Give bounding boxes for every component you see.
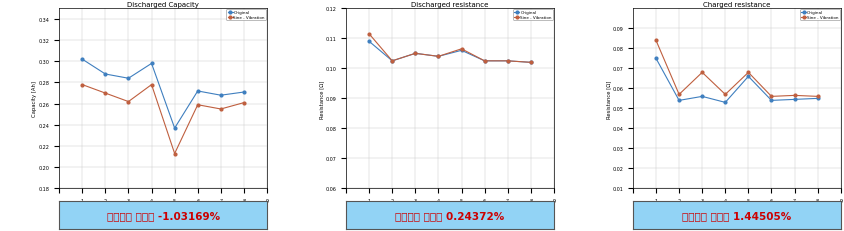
- Line: Sine - Vibration: Sine - Vibration: [367, 33, 532, 64]
- Sine - Vibration: [100, 92, 111, 95]
- Original: [502, 60, 512, 63]
- Line: Original: Original: [654, 58, 818, 104]
- Line: Original: Original: [367, 41, 532, 64]
- Original: [788, 99, 798, 101]
- Sine - Vibration: [812, 96, 822, 98]
- X-axis label: Cell Number [1-8]: Cell Number [1-8]: [712, 205, 760, 210]
- X-axis label: Cell Number [1-8]: Cell Number [1-8]: [425, 205, 473, 210]
- Sine - Vibration: [123, 101, 133, 103]
- Original: [170, 127, 180, 130]
- Original: [364, 41, 374, 43]
- Original: [766, 100, 776, 102]
- Sine - Vibration: [433, 56, 443, 58]
- Line: Sine - Vibration: Sine - Vibration: [81, 84, 245, 155]
- Sine - Vibration: [364, 33, 374, 36]
- Text: 방전저항 변화율 0.24372%: 방전저항 변화율 0.24372%: [395, 210, 504, 220]
- Text: 완전저항 변화율 1.44505%: 완전저항 변화율 1.44505%: [681, 210, 791, 220]
- Sine - Vibration: [387, 60, 397, 63]
- Sine - Vibration: [743, 72, 753, 74]
- Y-axis label: Resistance [Ω]: Resistance [Ω]: [319, 80, 323, 118]
- Original: [123, 78, 133, 80]
- Title: Discharged Capacity: Discharged Capacity: [127, 2, 199, 8]
- Original: [456, 50, 466, 52]
- Original: [100, 73, 111, 76]
- Original: [146, 63, 156, 66]
- Y-axis label: Resistance [Ω]: Resistance [Ω]: [605, 80, 610, 118]
- Sine - Vibration: [146, 84, 156, 87]
- Original: [387, 60, 397, 63]
- Original: [479, 60, 490, 63]
- Sine - Vibration: [479, 60, 490, 63]
- X-axis label: Cell Number [1-8]: Cell Number [1-8]: [139, 205, 187, 210]
- Sine - Vibration: [696, 72, 706, 74]
- Original: [409, 53, 419, 55]
- Original: [650, 58, 660, 61]
- Original: [433, 56, 443, 58]
- Legend: Original, Sine - Vibration: Original, Sine - Vibration: [512, 10, 553, 21]
- Sine - Vibration: [456, 48, 466, 51]
- Sine - Vibration: [502, 60, 512, 63]
- Sine - Vibration: [215, 108, 225, 111]
- Original: [812, 97, 822, 100]
- Original: [239, 91, 249, 94]
- Sine - Vibration: [788, 94, 798, 97]
- Original: [743, 76, 753, 78]
- Sine - Vibration: [766, 96, 776, 98]
- Sine - Vibration: [239, 102, 249, 105]
- Sine - Vibration: [650, 40, 660, 43]
- Line: Original: Original: [81, 58, 245, 130]
- Original: [215, 94, 225, 97]
- Legend: Original, Sine - Vibration: Original, Sine - Vibration: [799, 10, 839, 21]
- Title: Charged resistance: Charged resistance: [702, 2, 770, 8]
- Sine - Vibration: [719, 94, 729, 96]
- Sine - Vibration: [192, 104, 203, 107]
- Original: [77, 58, 87, 61]
- Sine - Vibration: [674, 94, 684, 96]
- Sine - Vibration: [77, 84, 87, 87]
- Legend: Original, Sine - Vibration: Original, Sine - Vibration: [226, 10, 266, 21]
- Sine - Vibration: [170, 152, 180, 155]
- Original: [192, 90, 203, 93]
- Text: 방전용량 변화율 -1.03169%: 방전용량 변화율 -1.03169%: [106, 210, 219, 220]
- Title: Discharged resistance: Discharged resistance: [411, 2, 488, 8]
- Line: Sine - Vibration: Sine - Vibration: [654, 40, 818, 98]
- Sine - Vibration: [525, 62, 535, 64]
- Original: [719, 102, 729, 104]
- Sine - Vibration: [409, 53, 419, 55]
- Original: [674, 100, 684, 102]
- Original: [525, 62, 535, 64]
- Y-axis label: Capacity [Ah]: Capacity [Ah]: [32, 81, 37, 117]
- Original: [696, 96, 706, 98]
